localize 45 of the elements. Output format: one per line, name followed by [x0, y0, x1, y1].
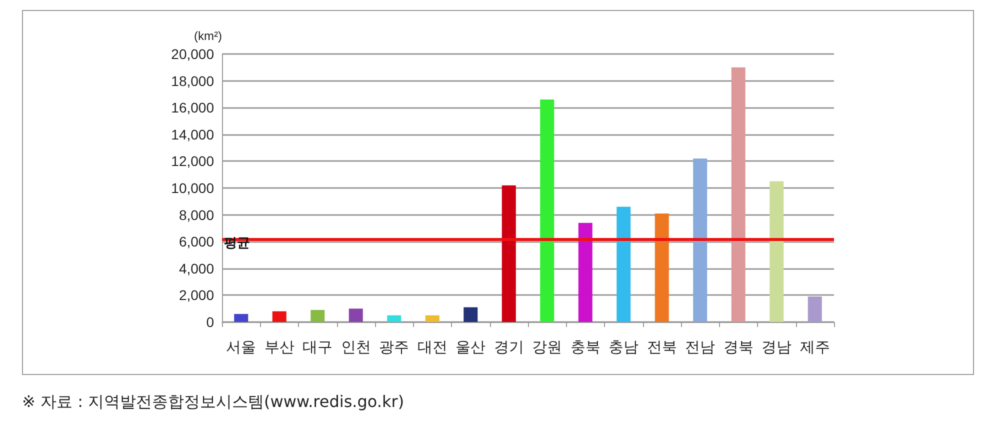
x-tick-label: 전북	[646, 339, 677, 356]
y-tick-label: 8,000	[178, 206, 214, 223]
bar	[770, 181, 784, 322]
x-tick-label: 서울	[226, 339, 256, 356]
bar	[272, 311, 286, 322]
x-tick-label: 제주	[800, 339, 830, 356]
bar	[425, 315, 440, 322]
bar	[502, 185, 516, 322]
x-tick-label: 광주	[379, 339, 410, 356]
x-tick-label: 경남	[762, 339, 792, 356]
y-tick-label: 18,000	[171, 72, 214, 89]
x-tick-label: 울산	[456, 339, 486, 356]
bar	[654, 213, 669, 322]
y-tick-label: 10,000	[171, 180, 214, 196]
bar	[387, 315, 402, 322]
y-tick-label: 12,000	[171, 153, 214, 170]
text: ※ 자료 : 지역발전종합정보시스템(www.redis.go.kr)	[22, 392, 404, 413]
bar	[578, 222, 592, 322]
bar	[234, 314, 248, 322]
x-tick-label: 경북	[723, 339, 754, 356]
x-tick-label: 대전	[417, 339, 448, 356]
x-tick-label: 대구	[302, 339, 333, 356]
y-axis-title: (km²)	[194, 29, 222, 43]
x-tick-label: 부산	[264, 339, 294, 356]
bar	[808, 296, 822, 322]
y-tick-label: 20,000	[171, 46, 214, 62]
y-tick-label: 6,000	[178, 234, 214, 250]
x-tick-label: 경기	[494, 339, 524, 356]
y-tick-label: 2,000	[178, 287, 214, 304]
bar	[310, 310, 325, 322]
bar	[693, 158, 708, 322]
x-tick-label: 전남	[685, 339, 716, 356]
bar	[464, 307, 478, 322]
x-tick-label: 인천	[340, 339, 371, 356]
x-tick-label: 충남	[608, 339, 639, 356]
x-tick-label: 강원	[532, 339, 562, 356]
y-tick-label: 14,000	[171, 126, 214, 142]
bar	[348, 308, 363, 322]
bar	[540, 100, 554, 322]
x-tick-label: 충북	[570, 339, 600, 356]
y-tick-label: 0	[206, 314, 214, 330]
y-tick-label: 16,000	[171, 100, 214, 116]
bar	[731, 67, 746, 322]
bar	[616, 206, 631, 322]
y-tick-label: 4,000	[178, 260, 214, 276]
